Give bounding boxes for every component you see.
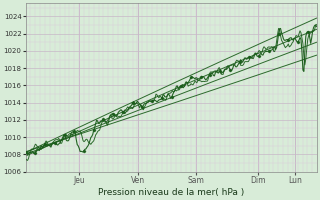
X-axis label: Pression niveau de la mer( hPa ): Pression niveau de la mer( hPa )	[98, 188, 244, 197]
